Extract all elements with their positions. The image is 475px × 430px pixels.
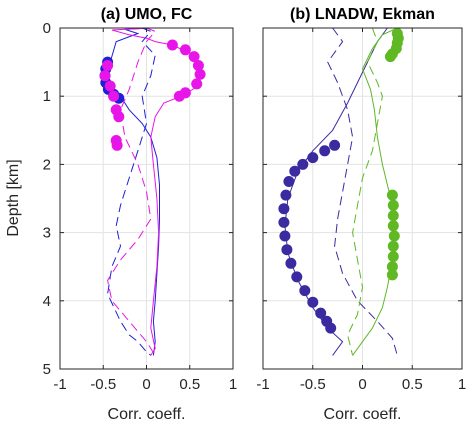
y-tick-label: 2 bbox=[43, 156, 51, 173]
marker-point-b-0 bbox=[278, 203, 290, 215]
marker-point-b-0 bbox=[291, 271, 303, 283]
y-tick-label: 1 bbox=[43, 88, 51, 105]
marker-point-a-1 bbox=[99, 70, 111, 82]
series-line-a-0 bbox=[107, 27, 160, 356]
series-line-a-1 bbox=[111, 27, 201, 356]
x-tick-label: -0.5 bbox=[90, 376, 116, 393]
marker-point-a-1 bbox=[191, 78, 203, 90]
series-line-a-2 bbox=[107, 27, 156, 356]
x-tick-label: -0.5 bbox=[300, 376, 326, 393]
marker-point-a-1 bbox=[192, 60, 204, 71]
marker-point-a-1 bbox=[111, 139, 123, 151]
marker-point-b-0 bbox=[307, 296, 319, 308]
x-axis-label-a: Corr. coeff. bbox=[108, 406, 186, 423]
x-tick-label: -1 bbox=[256, 376, 269, 393]
series-line-b-1 bbox=[352, 27, 398, 356]
series-a bbox=[99, 27, 206, 356]
marker-point-b-0 bbox=[307, 152, 319, 164]
x-tick-label: 0.5 bbox=[179, 376, 200, 393]
marker-point-b-1 bbox=[387, 240, 399, 252]
marker-point-b-0 bbox=[280, 189, 292, 201]
marker-point-b-0 bbox=[319, 145, 331, 157]
series-b bbox=[278, 27, 404, 356]
marker-point-a-1 bbox=[104, 80, 116, 92]
marker-point-b-0 bbox=[297, 158, 309, 170]
marker-point-b-0 bbox=[281, 244, 293, 256]
y-tick-label: 0 bbox=[43, 20, 51, 37]
panel-b: -1 -0.5 0 0.5 1 (b) LNADW, Ekman Corr. coeff… bbox=[256, 6, 466, 423]
series-line-b-2 bbox=[327, 27, 398, 356]
y-axis-label: Depth [km] bbox=[5, 159, 22, 236]
marker-point-a-1 bbox=[108, 90, 120, 102]
marker-point-b-0 bbox=[289, 165, 301, 177]
marker-point-b-0 bbox=[325, 322, 337, 334]
marker-point-b-1 bbox=[387, 251, 399, 262]
marker-point-a-1 bbox=[194, 68, 206, 80]
marker-point-a-1 bbox=[179, 44, 191, 56]
panel-a: -1 -0.5 0 0.5 1 0 1 2 3 4 5 (a) UMO, FC Corr. coef… bbox=[5, 6, 237, 423]
marker-point-b-0 bbox=[329, 139, 341, 151]
marker-point-b-0 bbox=[299, 285, 311, 297]
ticks-b: -1 -0.5 0 0.5 1 bbox=[256, 27, 466, 393]
y-tick-label: 4 bbox=[43, 293, 51, 310]
series-line-b-3 bbox=[347, 27, 383, 356]
marker-point-b-0 bbox=[285, 257, 297, 269]
panel-title-a: (a) UMO, FC bbox=[101, 6, 193, 23]
x-tick-label: 0 bbox=[358, 376, 366, 393]
y-tick-label: 3 bbox=[43, 225, 51, 242]
x-tick-label: 1 bbox=[458, 376, 466, 393]
marker-point-a-1 bbox=[102, 60, 114, 71]
x-tick-label: 0.5 bbox=[402, 376, 423, 393]
marker-point-b-0 bbox=[278, 216, 290, 228]
marker-point-a-1 bbox=[173, 90, 185, 102]
marker-point-b-0 bbox=[279, 230, 291, 242]
x-tick-label: -1 bbox=[53, 376, 66, 393]
marker-point-b-1 bbox=[384, 51, 396, 63]
marker-point-b-0 bbox=[283, 176, 295, 187]
marker-point-b-0 bbox=[315, 307, 327, 319]
x-axis-label-b: Corr. coeff. bbox=[324, 406, 402, 423]
marker-point-a-1 bbox=[166, 39, 178, 51]
ticks-a: -1 -0.5 0 0.5 1 0 1 2 3 4 5 bbox=[43, 20, 238, 393]
marker-point-b-1 bbox=[388, 230, 400, 242]
marker-point-b-1 bbox=[387, 199, 399, 211]
x-tick-label: 0 bbox=[142, 376, 150, 393]
marker-point-b-1 bbox=[386, 189, 398, 201]
y-tick-label: 5 bbox=[43, 361, 51, 378]
marker-point-a-1 bbox=[188, 51, 200, 63]
marker-point-b-1 bbox=[386, 269, 398, 281]
panel-title-b: (b) LNADW, Ekman bbox=[290, 6, 435, 23]
marker-point-b-1 bbox=[387, 220, 399, 232]
x-tick-label: 1 bbox=[229, 376, 237, 393]
series-line-a-3 bbox=[107, 27, 157, 356]
marker-point-b-1 bbox=[387, 210, 399, 222]
